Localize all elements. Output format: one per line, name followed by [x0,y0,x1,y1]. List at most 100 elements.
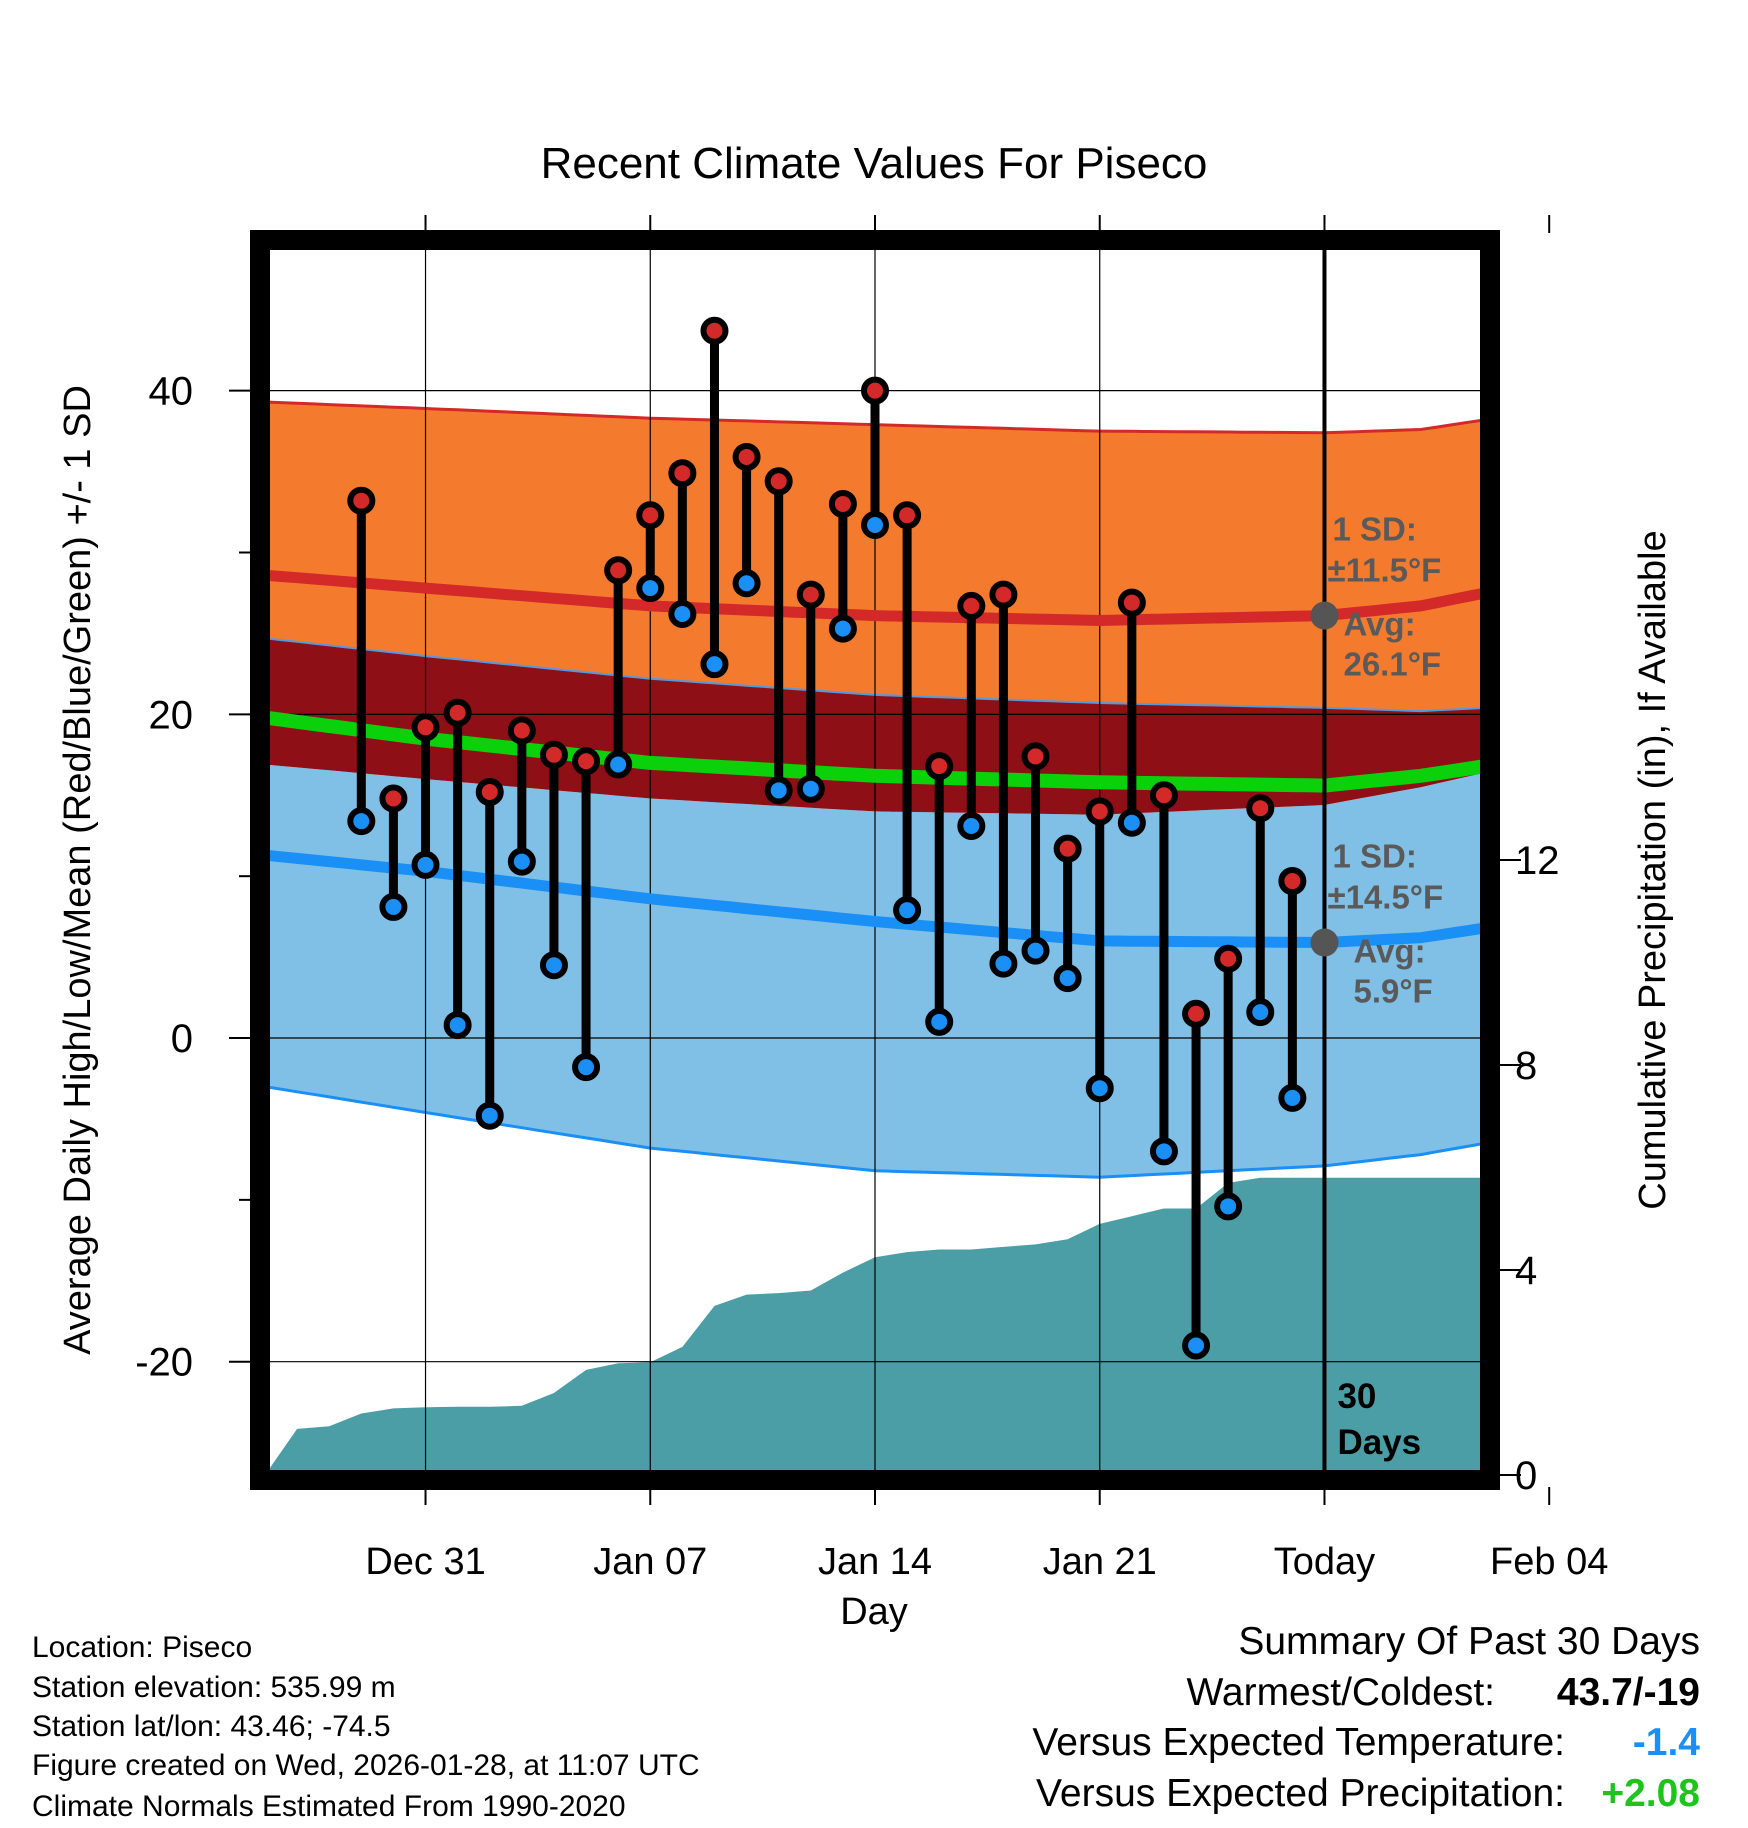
daily-low-marker [1182,1331,1211,1360]
info-latlon: Station lat/lon: 43.46; -74.5 [32,1710,391,1743]
plot-frame [250,230,1500,1490]
y-tick-label: 40 [149,370,194,414]
daily-high-marker [700,316,729,345]
daily-high-marker [796,580,825,609]
daily-low-marker [1278,1083,1307,1112]
summary-temp-value: -1.4 [1633,1721,1701,1764]
daily-low-marker [572,1053,601,1082]
high-avg-value: 26.1°F [1343,646,1441,683]
daily-low-marker [893,896,922,925]
y-tick-label: 20 [149,693,194,737]
y-axis-label: Average Daily High/Low/Mean (Red/Blue/Gr… [57,385,99,1355]
summary-temp-label: Versus Expected Temperature: [1032,1721,1565,1764]
daily-high-marker [1246,794,1275,823]
summary-precip-value: +2.08 [1601,1772,1700,1815]
normal-high-line [265,569,1485,627]
daily-high-marker [764,467,793,496]
y-tick-label: 0 [171,1017,193,1061]
daily-high-marker [957,591,986,620]
y2-tick-label: 4 [1515,1249,1537,1293]
daily-high-marker [475,778,504,807]
low-avg-marker [1310,928,1339,957]
daily-high-marker [989,580,1018,609]
daily-low-marker [1117,808,1146,837]
info-location: Location: Piseco [32,1631,252,1664]
high-avg-label: Avg: [1343,606,1415,643]
x-tick-label: Today [1274,1541,1375,1583]
daily-low-marker [828,614,857,643]
daily-low-marker [411,850,440,879]
daily-low-marker [347,807,376,836]
daily-high-marker [507,716,536,745]
daily-low-marker [1021,936,1050,965]
daily-high-marker [1085,797,1114,826]
daily-low-marker [764,776,793,805]
daily-high-marker [411,713,440,742]
summary-precip-label: Versus Expected Precipitation: [1036,1772,1565,1815]
daily-high-marker [572,747,601,776]
daily-low-marker [989,949,1018,978]
summary-title: Summary Of Past 30 Days [1238,1620,1700,1663]
daily-low-marker [604,750,633,779]
y2-tick-label: 8 [1515,1044,1537,1088]
daily-low-marker [1149,1137,1178,1166]
daily-low-marker [507,847,536,876]
daily-high-marker [925,752,954,781]
low-sd-label: 1 SD: [1332,838,1416,875]
normal-low-line [265,849,1485,949]
station-info: Location: Piseco Station elevation: 535.… [32,1631,700,1823]
daily-high-marker [1117,588,1146,617]
daily-high-marker [636,501,665,530]
daily-high-marker [1214,944,1243,973]
daily-high-marker [732,443,761,472]
y2-axis-label: Cumulative Precipitation (in), If Availa… [1632,530,1674,1209]
x-tick-label: Jan 14 [818,1541,932,1583]
normal-mean-line [265,710,1485,793]
daily-high-marker [1278,867,1307,896]
daily-high-marker [893,501,922,530]
daily-low-marker [636,574,665,603]
high-sd-label: 1 SD: [1332,511,1416,548]
daily-low-marker [539,951,568,980]
x-tick-label: Jan 21 [1043,1541,1157,1583]
y2-tick-label: 0 [1515,1454,1537,1498]
chart-title: Recent Climate Values For Piseco [541,139,1208,188]
axes: Dec 31 Jan 07 Jan 14 Jan 21 Today Feb 0440200… [135,215,1608,1583]
x-tick-label: Dec 31 [365,1541,485,1583]
info-elevation: Station elevation: 535.99 m [32,1671,396,1704]
period-unit: Days [1337,1423,1421,1462]
daily-high-marker [1182,999,1211,1028]
daily-low-marker [1053,964,1082,993]
x-axis-label: Day [840,1591,908,1633]
y-tick-label: -20 [135,1341,193,1385]
daily-low-marker [443,1011,472,1040]
info-normals: Climate Normals Estimated From 1990-2020 [32,1790,626,1823]
daily-low-marker [732,569,761,598]
daily-high-marker [539,740,568,769]
info-created: Figure created on Wed, 2026-01-28, at 11… [32,1749,700,1782]
daily-low-marker [475,1101,504,1130]
daily-low-marker [925,1007,954,1036]
daily-low-marker [700,650,729,679]
daily-low-marker [668,600,697,628]
x-tick-label: Feb 04 [1490,1541,1608,1583]
daily-low-marker [1246,998,1275,1027]
daily-low-marker [861,510,889,539]
daily-high-marker [1021,742,1050,771]
daily-low-marker [1214,1192,1243,1221]
daily-low-marker [796,774,825,803]
y2-tick-label: 12 [1515,839,1560,883]
high-avg-marker [1310,601,1339,630]
daily-high-marker [443,698,472,727]
daily-low-marker [379,892,408,921]
daily-high-marker [1149,781,1178,810]
period-number: 30 [1337,1377,1376,1416]
daily-high-marker [347,486,376,515]
daily-high-marker [861,376,889,405]
daily-low-marker [1085,1074,1114,1103]
low-sd-value: ±14.5°F [1327,879,1443,916]
